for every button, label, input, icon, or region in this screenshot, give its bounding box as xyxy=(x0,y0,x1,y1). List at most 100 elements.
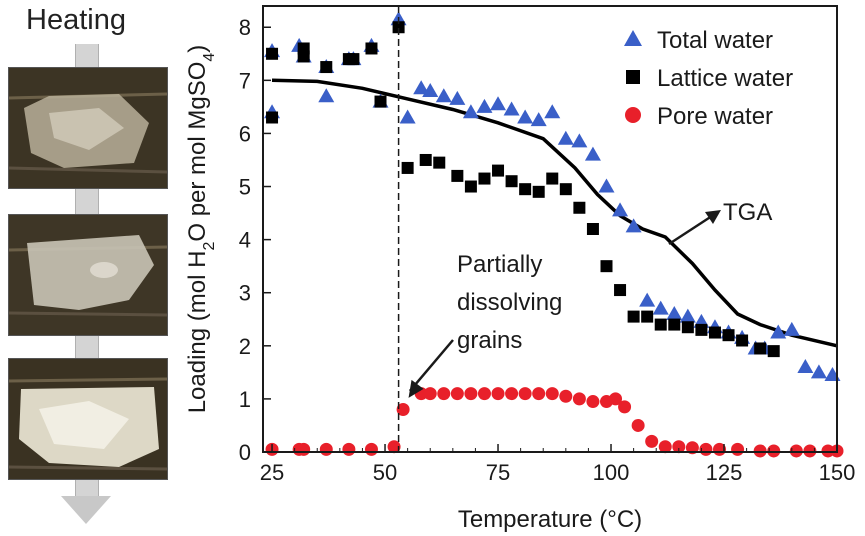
total-water-point xyxy=(476,98,493,113)
x-tick-label: 100 xyxy=(593,460,630,485)
lattice-water-point xyxy=(266,111,279,124)
total-water-point xyxy=(422,82,439,97)
pore-water-point xyxy=(609,392,623,406)
lattice-water-point xyxy=(478,172,491,185)
total-water-point xyxy=(783,321,800,336)
total-water-point xyxy=(639,292,656,307)
lattice-water-point xyxy=(401,161,414,174)
pore-water-point xyxy=(364,442,378,456)
y-tick-label: 3 xyxy=(239,281,251,306)
x-axis-title: Temperature (°C) xyxy=(458,506,642,533)
tga-arrow-line xyxy=(668,212,716,246)
legend-label: Lattice water xyxy=(657,65,793,92)
total-water-point xyxy=(435,88,452,103)
lattice-water-point xyxy=(419,153,432,166)
lattice-water-point xyxy=(297,50,310,63)
plot-frame xyxy=(262,5,838,453)
annotations: Partially dissolving grains TGA xyxy=(408,199,772,398)
annotation-arrow-line xyxy=(408,339,454,392)
total-water-point xyxy=(652,300,669,315)
x-tick-label: 25 xyxy=(260,460,284,485)
total-water-point xyxy=(571,133,588,148)
lattice-water-point xyxy=(505,175,518,188)
total-water-point xyxy=(612,202,629,217)
total-water-point xyxy=(462,104,479,119)
total-water-point xyxy=(503,101,520,116)
pore-water-point xyxy=(342,442,356,456)
pore-water-point xyxy=(396,403,410,417)
lattice-water-point xyxy=(266,47,279,60)
chart-data-layer xyxy=(264,11,844,458)
pore-water-point xyxy=(450,387,464,401)
lattice-water-point xyxy=(681,321,694,334)
heating-label: Heating xyxy=(26,4,126,36)
y-tick-label: 2 xyxy=(239,334,251,359)
total-water-point xyxy=(530,112,547,127)
pore-water-point xyxy=(645,434,659,448)
lattice-water-point xyxy=(492,164,505,177)
legend: Total water Lattice water Pore water xyxy=(624,27,793,130)
total-water-point xyxy=(824,367,841,382)
x-tick-label: 150 xyxy=(819,460,856,485)
total-water-point xyxy=(318,88,335,103)
total-water-point xyxy=(770,324,787,339)
pore-water-point xyxy=(319,442,333,456)
lattice-water-point xyxy=(641,310,654,323)
lattice-water-point xyxy=(614,284,627,297)
pore-water-point xyxy=(437,387,451,401)
lattice-water-point xyxy=(374,95,387,108)
crystal-photo-1 xyxy=(8,67,168,189)
pore-water-point xyxy=(731,442,745,456)
lattice-water-point xyxy=(546,172,559,185)
lattice-water-point xyxy=(736,334,749,347)
total-water-point xyxy=(679,308,696,323)
pore-water-point xyxy=(532,387,546,401)
pore-water-point xyxy=(464,387,478,401)
x-tick-label: 50 xyxy=(373,460,397,485)
lattice-water-point xyxy=(722,329,735,342)
lattice-water-point xyxy=(464,180,477,193)
lattice-water-point xyxy=(586,223,599,235)
lattice-water-point xyxy=(708,326,721,339)
total-water-point xyxy=(584,146,601,161)
partially-dissolving-annotation: grains xyxy=(457,327,522,354)
y-tick-label: 6 xyxy=(239,121,251,146)
pore-water-point xyxy=(518,387,532,401)
y-axis-title: Loading (mol H2O per mol MgSO4) xyxy=(184,45,218,414)
total-water-point xyxy=(413,80,430,95)
axis-ticks: 25 50 75 100 125 150 0 1 2 3 4 5 6 7 8 xyxy=(239,15,856,485)
lattice-water-point xyxy=(451,169,464,182)
total-water-point xyxy=(666,305,683,320)
pore-water-point xyxy=(658,440,672,454)
lattice-water-point xyxy=(754,342,767,355)
lattice-water-point xyxy=(347,53,360,66)
crystal-photo-3 xyxy=(8,358,168,480)
y-tick-label: 0 xyxy=(239,440,251,465)
lattice-water-point xyxy=(559,183,572,196)
total-water-point xyxy=(490,96,507,111)
heating-arrow-head-icon xyxy=(61,496,111,524)
lattice-water-point xyxy=(627,310,640,323)
pore-water-point xyxy=(586,395,600,409)
total-water-point xyxy=(797,359,814,374)
pore-water-point xyxy=(631,418,645,432)
pore-water-point xyxy=(767,444,781,458)
lattice-water-point xyxy=(532,185,545,198)
lattice-water-point xyxy=(573,201,586,214)
lattice-water-point xyxy=(654,318,667,331)
pore-water-point xyxy=(753,444,767,458)
tga-label: TGA xyxy=(723,199,772,226)
total-water-point xyxy=(810,364,827,379)
lattice-water-point xyxy=(320,61,333,74)
pore-water-point xyxy=(423,387,437,401)
pore-water-point xyxy=(618,400,632,414)
total-water-point xyxy=(449,90,466,105)
loading-vs-temperature-chart: 25 50 75 100 125 150 0 1 2 3 4 5 6 7 8 Temperature (°C… xyxy=(184,5,856,533)
total-water-point xyxy=(625,218,642,233)
tga-arrow-head-icon xyxy=(705,210,721,224)
pore-water-point xyxy=(477,387,491,401)
total-water-point xyxy=(544,104,561,119)
pore-water-point xyxy=(821,444,835,458)
pore-water-point xyxy=(387,440,401,454)
annotation-arrow-head-icon xyxy=(408,379,424,398)
